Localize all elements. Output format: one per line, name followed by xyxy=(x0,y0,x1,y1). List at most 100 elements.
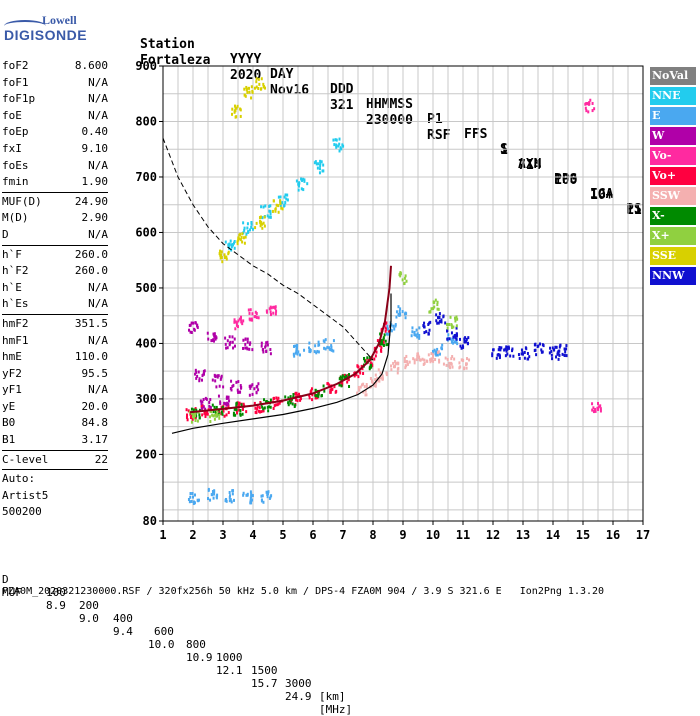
param-value: 1.90 xyxy=(81,175,109,189)
echo-point xyxy=(377,368,380,372)
echo-point xyxy=(251,383,254,387)
echo-point xyxy=(229,340,232,344)
echo-point xyxy=(491,354,494,358)
echo-point xyxy=(205,397,208,401)
echo-point xyxy=(240,385,243,389)
header-value-axn: 714 xyxy=(518,158,542,173)
echo-point xyxy=(250,222,253,226)
echo-point xyxy=(190,321,193,325)
echo-point xyxy=(248,311,251,315)
echo-point xyxy=(193,416,196,420)
echo-point xyxy=(213,490,216,494)
x-tick-label: 14 xyxy=(546,528,560,542)
echo-point xyxy=(413,332,416,336)
echo-point xyxy=(467,336,470,340)
echo-point xyxy=(534,342,537,346)
echo-point xyxy=(230,112,233,116)
echo-point xyxy=(438,312,441,316)
echo-point xyxy=(242,236,245,240)
param-row: D N/A xyxy=(2,227,108,244)
echo-point xyxy=(436,353,439,357)
echo-point xyxy=(509,354,512,358)
echo-point xyxy=(429,360,432,364)
echo-point xyxy=(507,345,510,349)
echo-point xyxy=(238,317,241,321)
echo-point xyxy=(294,391,297,395)
echo-point xyxy=(309,348,312,352)
echo-point xyxy=(225,403,228,407)
echo-point xyxy=(219,253,222,257)
echo-point xyxy=(599,404,602,408)
echo-point xyxy=(239,317,242,321)
footer-muf-value: 8.9 xyxy=(46,599,66,612)
param-row: hmE 110.0 xyxy=(2,349,108,366)
echo-point xyxy=(196,419,199,423)
echo-point xyxy=(260,498,263,502)
echo-point xyxy=(403,312,406,316)
param-row: h`Es N/A xyxy=(2,296,108,313)
echo-point xyxy=(256,407,259,411)
echo-point xyxy=(395,315,398,319)
echo-point xyxy=(189,416,192,420)
echo-point xyxy=(364,393,367,397)
echo-point xyxy=(403,356,406,360)
echo-point xyxy=(394,360,397,364)
echo-point xyxy=(526,351,529,355)
echo-point xyxy=(196,374,199,378)
echo-point xyxy=(492,348,495,352)
echo-point xyxy=(256,405,259,409)
echo-point xyxy=(189,495,192,499)
footer-d-value: 600 xyxy=(154,625,174,638)
echo-point xyxy=(303,348,306,352)
echo-point xyxy=(281,207,284,211)
param-value: 260.0 xyxy=(74,264,108,278)
echo-point xyxy=(274,207,277,211)
echo-point xyxy=(191,416,194,420)
echo-point xyxy=(554,345,557,349)
echo-point xyxy=(208,400,211,404)
param-key: h`F2 xyxy=(2,264,29,278)
echo-point xyxy=(220,250,223,254)
echo-point xyxy=(314,396,317,400)
echo-point xyxy=(296,343,299,347)
echo-point xyxy=(233,407,236,411)
echo-point xyxy=(246,337,249,341)
echo-point xyxy=(511,349,514,353)
echo-point xyxy=(215,495,218,499)
echo-point xyxy=(212,332,215,336)
echo-point xyxy=(503,348,506,352)
echo-point xyxy=(269,212,272,216)
param-row: foE N/A xyxy=(2,108,108,125)
echo-point xyxy=(191,492,194,496)
echo-point xyxy=(455,337,458,341)
echo-point xyxy=(414,333,417,337)
y-tick-label: 600 xyxy=(135,225,157,239)
echo-point xyxy=(300,177,303,181)
echo-point xyxy=(212,338,215,342)
echo-point xyxy=(237,319,240,323)
echo-point xyxy=(224,240,227,244)
echo-point xyxy=(353,374,356,378)
echo-point xyxy=(297,184,300,188)
param-row: foF1p N/A xyxy=(2,91,108,108)
echo-point xyxy=(565,344,568,348)
echo-point xyxy=(300,187,303,191)
echo-point xyxy=(236,325,239,329)
autoscaling-line: Artist5 xyxy=(2,488,49,502)
echo-point xyxy=(322,384,325,388)
x-tick-label: 1 xyxy=(159,528,166,542)
echo-point xyxy=(384,326,387,330)
echo-point xyxy=(240,403,243,407)
param-separator xyxy=(2,191,108,193)
echo-point xyxy=(456,317,459,321)
param-value: N/A xyxy=(88,92,108,106)
echo-point xyxy=(194,419,197,423)
param-value: 0.40 xyxy=(81,125,109,139)
param-separator xyxy=(2,449,108,451)
echo-point xyxy=(231,335,234,339)
echo-point xyxy=(269,352,272,356)
echo-point xyxy=(385,343,388,347)
echo-point xyxy=(234,106,237,110)
echo-point xyxy=(276,398,279,402)
echo-point xyxy=(272,311,275,315)
